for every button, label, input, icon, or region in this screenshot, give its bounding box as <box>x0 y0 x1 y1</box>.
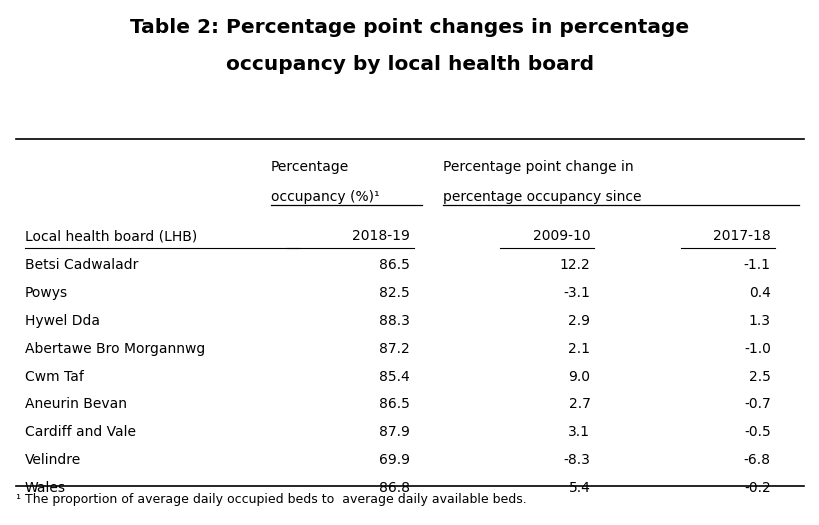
Text: 2.9: 2.9 <box>568 314 590 328</box>
Text: Table 2: Percentage point changes in percentage: Table 2: Percentage point changes in per… <box>130 18 689 37</box>
Text: -0.2: -0.2 <box>743 481 770 495</box>
Text: -1.1: -1.1 <box>743 258 770 272</box>
Text: 86.5: 86.5 <box>378 258 410 272</box>
Text: -0.7: -0.7 <box>743 397 770 412</box>
Text: Percentage: Percentage <box>270 160 348 174</box>
Text: occupancy by local health board: occupancy by local health board <box>226 55 593 74</box>
Text: 69.9: 69.9 <box>378 453 410 467</box>
Text: 5.4: 5.4 <box>568 481 590 495</box>
Text: Local health board (LHB): Local health board (LHB) <box>25 229 197 244</box>
Text: percentage occupancy since: percentage occupancy since <box>442 190 640 204</box>
Text: ¹ The proportion of average daily occupied beds to  average daily available beds: ¹ The proportion of average daily occupi… <box>16 494 527 507</box>
Text: Hywel Dda: Hywel Dda <box>25 314 99 328</box>
Text: -8.3: -8.3 <box>563 453 590 467</box>
Text: 2.5: 2.5 <box>748 370 770 384</box>
Text: 87.9: 87.9 <box>378 425 410 439</box>
Text: 12.2: 12.2 <box>559 258 590 272</box>
Text: -3.1: -3.1 <box>563 286 590 300</box>
Text: 2.7: 2.7 <box>568 397 590 412</box>
Text: Percentage point change in: Percentage point change in <box>442 160 632 174</box>
Text: 85.4: 85.4 <box>378 370 410 384</box>
Text: 87.2: 87.2 <box>378 342 410 356</box>
Text: 0.4: 0.4 <box>748 286 770 300</box>
Text: Betsi Cadwaladr: Betsi Cadwaladr <box>25 258 138 272</box>
Text: -0.5: -0.5 <box>743 425 770 439</box>
Text: -6.8: -6.8 <box>743 453 770 467</box>
Text: 86.8: 86.8 <box>378 481 410 495</box>
Text: 2017-18: 2017-18 <box>713 229 770 244</box>
Text: Cwm Taf: Cwm Taf <box>25 370 84 384</box>
Text: Abertawe Bro Morgannwg: Abertawe Bro Morgannwg <box>25 342 205 356</box>
Text: 9.0: 9.0 <box>568 370 590 384</box>
Text: 2009-10: 2009-10 <box>532 229 590 244</box>
Text: 1.3: 1.3 <box>748 314 770 328</box>
Text: 88.3: 88.3 <box>378 314 410 328</box>
Text: Wales: Wales <box>25 481 66 495</box>
Text: 2018-19: 2018-19 <box>351 229 410 244</box>
Text: 2.1: 2.1 <box>568 342 590 356</box>
Text: -1.0: -1.0 <box>743 342 770 356</box>
Text: Cardiff and Vale: Cardiff and Vale <box>25 425 135 439</box>
Text: Velindre: Velindre <box>25 453 81 467</box>
Text: Aneurin Bevan: Aneurin Bevan <box>25 397 126 412</box>
Text: 86.5: 86.5 <box>378 397 410 412</box>
Text: 3.1: 3.1 <box>568 425 590 439</box>
Text: 82.5: 82.5 <box>378 286 410 300</box>
Text: occupancy (%)¹: occupancy (%)¹ <box>270 190 378 204</box>
Text: Powys: Powys <box>25 286 68 300</box>
